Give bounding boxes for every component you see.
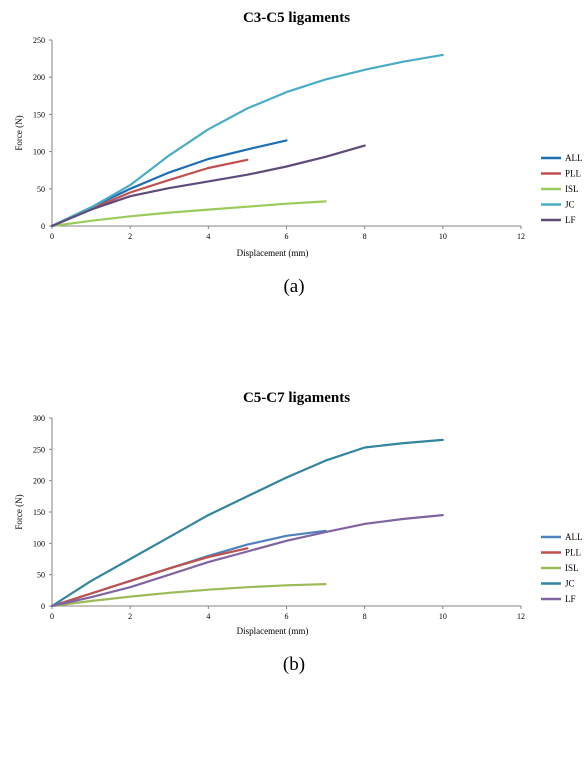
x-tick-label: 12 [517, 232, 525, 241]
y-tick-label: 250 [33, 36, 45, 45]
legend: ALL PLL ISL JC LF [541, 153, 583, 225]
x-tick-label: 6 [285, 232, 289, 241]
legend-label: ISL [565, 563, 579, 573]
series-line-lf [50, 144, 366, 228]
chart-title: C3-C5 ligaments [243, 10, 350, 26]
caption: (b) [283, 654, 305, 675]
series-line-lf [50, 514, 444, 608]
y-tick-label: 150 [33, 508, 45, 517]
legend-label: ISL [565, 184, 579, 194]
legend: ALL PLL ISL JC LF [541, 532, 583, 604]
series-line-isl [50, 583, 327, 608]
x-tick-label: 4 [206, 612, 210, 621]
legend-label: JC [565, 200, 575, 210]
legend-label: ALL [565, 153, 583, 163]
chart-b: C5-C7 ligaments 0 2 4 6 8 10 12 0 50 100 150 200 250 3… [14, 390, 583, 675]
legend-label: LF [565, 215, 576, 225]
series-line-jc [50, 53, 444, 228]
y-tick-label: 100 [33, 539, 45, 548]
x-axis-title: Displacement (mm) [237, 248, 309, 258]
x-tick-label: 12 [517, 612, 525, 621]
x-tick-label: 4 [206, 232, 210, 241]
y-axis-title: Force (N) [14, 115, 24, 150]
x-tick-label: 8 [363, 232, 367, 241]
chart-a: C3-C5 ligaments 0 2 4 6 8 10 12 0 50 100 150 200 250 D… [14, 10, 583, 297]
x-tick-label: 0 [50, 612, 54, 621]
x-tick-label: 10 [439, 612, 447, 621]
series-line-jc [50, 438, 444, 608]
x-axis-title: Displacement (mm) [237, 626, 309, 636]
legend-label: JC [565, 579, 575, 589]
legend-label: PLL [565, 169, 581, 179]
y-tick-label: 250 [33, 445, 45, 454]
y-tick-label: 100 [33, 148, 45, 157]
y-tick-label: 300 [33, 414, 45, 423]
series-line-pll [50, 547, 249, 608]
x-tick-label: 6 [285, 612, 289, 621]
y-tick-label: 0 [41, 602, 45, 611]
series-line-isl [50, 200, 327, 228]
y-axis-title: Force (N) [14, 494, 24, 529]
x-tick-label: 2 [128, 612, 132, 621]
x-tick-label: 0 [50, 232, 54, 241]
y-tick-label: 50 [37, 571, 45, 580]
x-tick-label: 10 [439, 232, 447, 241]
chart-title: C5-C7 ligaments [243, 390, 350, 406]
y-tick-label: 200 [33, 477, 45, 486]
y-tick-label: 50 [37, 185, 45, 194]
legend-label: PLL [565, 548, 581, 558]
y-tick-label: 150 [33, 110, 45, 119]
legend-label: LF [565, 594, 576, 604]
x-tick-label: 8 [363, 612, 367, 621]
legend-label: ALL [565, 532, 583, 542]
y-tick-label: 0 [41, 222, 45, 231]
y-tick-label: 200 [33, 73, 45, 82]
x-tick-label: 2 [128, 232, 132, 241]
caption: (a) [283, 276, 304, 297]
